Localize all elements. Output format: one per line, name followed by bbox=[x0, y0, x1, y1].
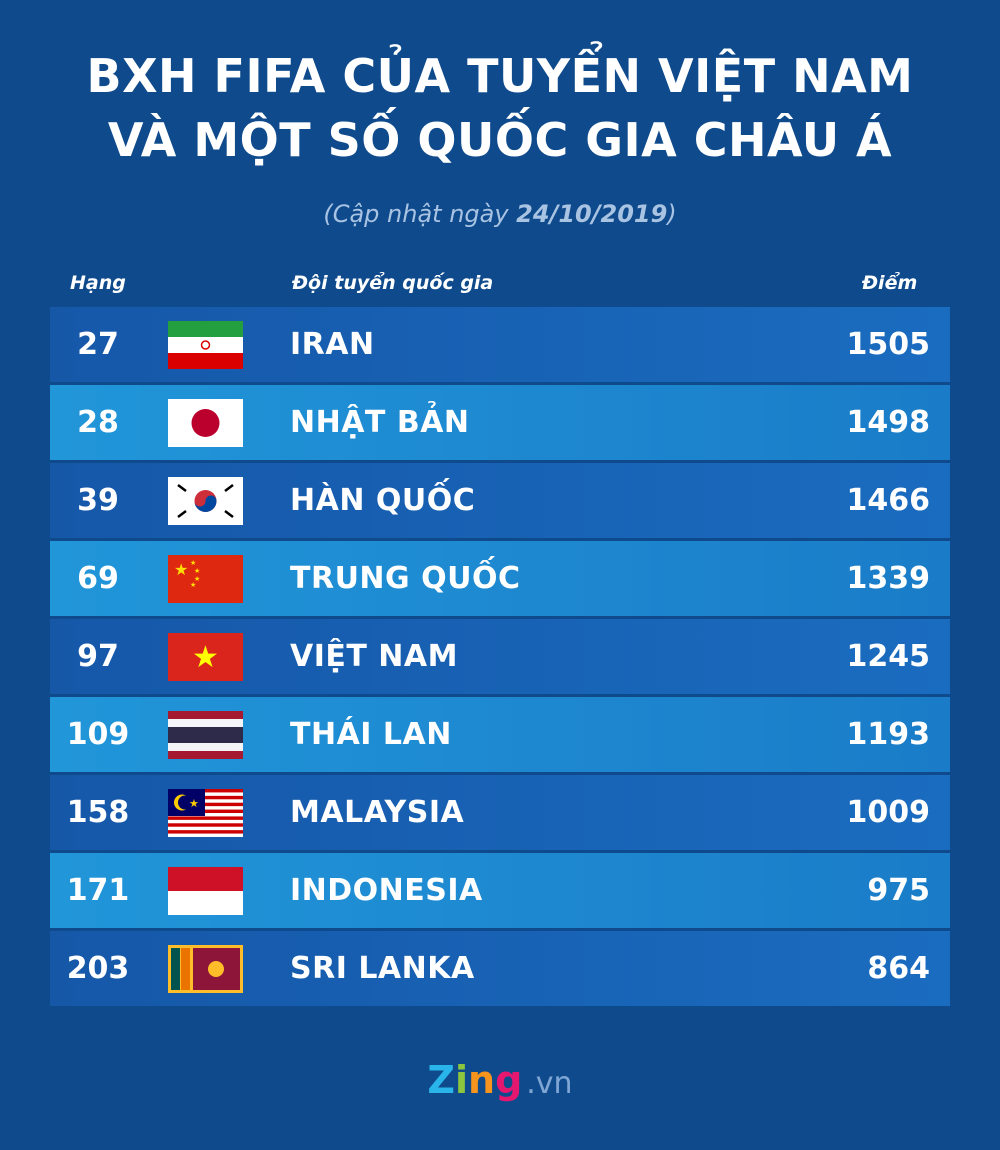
svg-text:★: ★ bbox=[192, 640, 219, 675]
points-cell: 864 bbox=[867, 951, 930, 986]
rank-cell: 97 bbox=[77, 639, 119, 674]
points-cell: 1193 bbox=[846, 717, 931, 752]
team-cell: SRI LANKA bbox=[290, 951, 475, 986]
table-row: 28 NHẬT BẢN 1498 bbox=[50, 385, 950, 460]
rank-cell: 109 bbox=[66, 717, 130, 752]
table-row: 97 ★ VIỆT NAM 1245 bbox=[50, 619, 950, 694]
sri-lanka-flag-icon bbox=[168, 945, 243, 993]
subtitle-prefix: (Cập nhật ngày bbox=[323, 200, 517, 228]
table-row: 69 ★ ★ ★ ★ ★ TRUNG QUỐC 1339 bbox=[50, 541, 950, 616]
logo-i: i bbox=[454, 1058, 468, 1102]
china-flag-icon: ★ ★★★★ bbox=[168, 555, 243, 603]
points-cell: 1466 bbox=[846, 483, 931, 518]
svg-text:★: ★ bbox=[190, 559, 196, 567]
rank-cell: 28 bbox=[77, 405, 119, 440]
team-cell: VIỆT NAM bbox=[290, 639, 458, 674]
subtitle-suffix: ) bbox=[667, 200, 677, 228]
header-rank: Hạng bbox=[70, 272, 126, 294]
points-cell: 1339 bbox=[846, 561, 931, 596]
header-team: Đội tuyển quốc gia bbox=[292, 272, 494, 294]
table-row: 203 SRI LANKA 864 bbox=[50, 931, 950, 1006]
title-line-1: BXH FIFA CỦA TUYỂN VIỆT NAM bbox=[86, 49, 914, 103]
svg-text:★: ★ bbox=[194, 575, 200, 583]
rank-cell: 158 bbox=[66, 795, 130, 830]
vietnam-flag-icon: ★ bbox=[168, 633, 243, 681]
rank-cell: 203 bbox=[66, 951, 130, 986]
points-cell: 975 bbox=[867, 873, 930, 908]
table-row: 39 HÀN QUỐC 1466 bbox=[50, 463, 950, 538]
logo-z: Z bbox=[427, 1058, 455, 1102]
team-cell: IRAN bbox=[290, 327, 375, 362]
table-row: 27 IRAN 1505 bbox=[50, 307, 950, 382]
logo-n: n bbox=[468, 1058, 496, 1102]
points-cell: 1245 bbox=[846, 639, 931, 674]
subtitle-date: 24/10/2019 bbox=[516, 200, 668, 228]
japan-flag-icon bbox=[168, 399, 243, 447]
team-cell: INDONESIA bbox=[290, 873, 483, 908]
header-points: Điểm bbox=[862, 272, 918, 294]
thailand-flag-icon bbox=[168, 711, 243, 759]
subtitle: (Cập nhật ngày 24/10/2019) bbox=[0, 200, 1000, 228]
page-title: BXH FIFA CỦA TUYỂN VIỆT NAM VÀ MỘT SỐ QU… bbox=[0, 44, 1000, 172]
points-cell: 1505 bbox=[846, 327, 931, 362]
table-row: 171 INDONESIA 975 bbox=[50, 853, 950, 928]
points-cell: 1009 bbox=[846, 795, 931, 830]
zing-logo: Zing .vn bbox=[0, 1058, 1000, 1102]
svg-text:★: ★ bbox=[189, 797, 199, 810]
ranking-table: 27 IRAN 1505 28 NHẬT BẢN 1498 39 HÀN QUỐC 1466 69… bbox=[50, 307, 950, 1009]
logo-g: g bbox=[495, 1058, 523, 1102]
svg-text:★: ★ bbox=[194, 567, 200, 575]
team-cell: NHẬT BẢN bbox=[290, 405, 470, 440]
svg-text:★: ★ bbox=[174, 560, 188, 579]
team-cell: TRUNG QUỐC bbox=[290, 561, 521, 596]
south-korea-flag-icon bbox=[168, 477, 243, 525]
logo-domain: .vn bbox=[526, 1066, 573, 1101]
points-cell: 1498 bbox=[846, 405, 931, 440]
rank-cell: 39 bbox=[77, 483, 119, 518]
table-row: 158 ★ MALAYSIA 1009 bbox=[50, 775, 950, 850]
table-row: 109 THÁI LAN 1193 bbox=[50, 697, 950, 772]
title-line-2: VÀ MỘT SỐ QUỐC GIA CHÂU Á bbox=[107, 113, 893, 167]
svg-text:★: ★ bbox=[190, 581, 196, 589]
malaysia-flag-icon: ★ bbox=[168, 789, 243, 837]
team-cell: MALAYSIA bbox=[290, 795, 465, 830]
team-cell: HÀN QUỐC bbox=[290, 483, 476, 518]
rank-cell: 69 bbox=[77, 561, 119, 596]
indonesia-flag-icon bbox=[168, 867, 243, 915]
rank-cell: 171 bbox=[66, 873, 130, 908]
team-cell: THÁI LAN bbox=[290, 717, 452, 752]
rank-cell: 27 bbox=[77, 327, 119, 362]
iran-flag-icon bbox=[168, 321, 243, 369]
